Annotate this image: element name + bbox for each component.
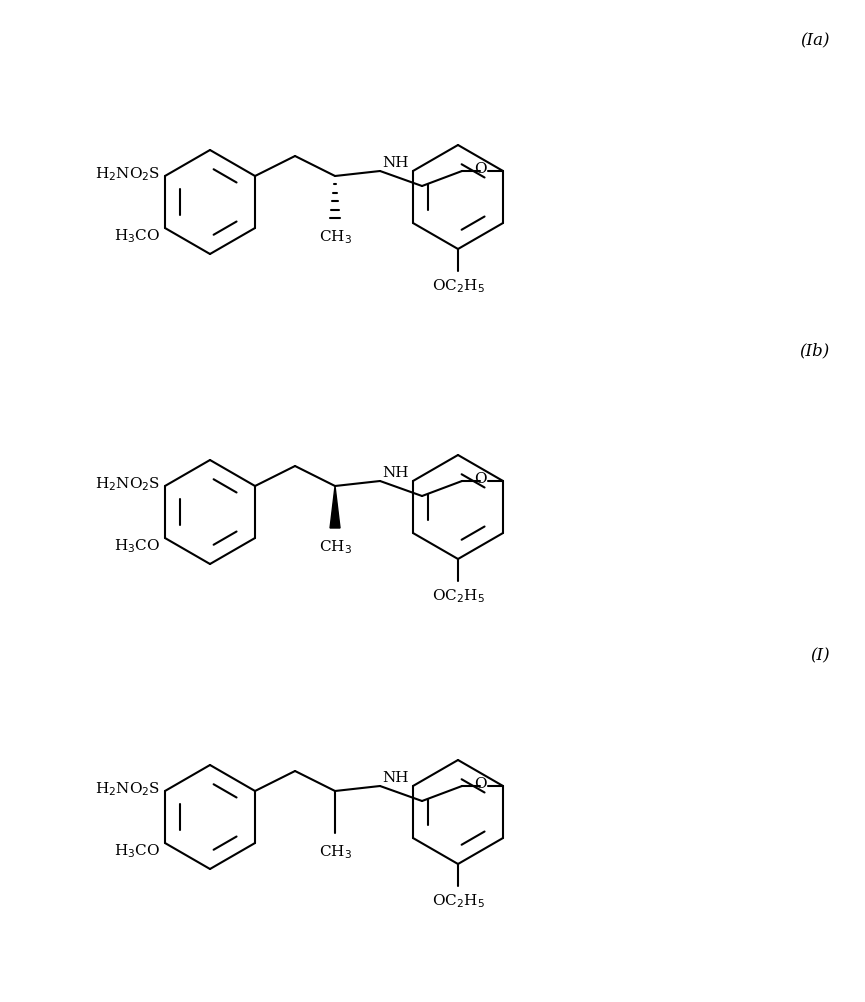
Text: O: O — [474, 162, 486, 176]
Text: H$_3$CO: H$_3$CO — [114, 227, 160, 244]
Text: H$_3$CO: H$_3$CO — [114, 842, 160, 860]
Text: CH$_3$: CH$_3$ — [318, 228, 351, 245]
Text: CH$_3$: CH$_3$ — [318, 538, 351, 556]
Text: H$_3$CO: H$_3$CO — [114, 537, 160, 555]
Text: OC$_2$H$_5$: OC$_2$H$_5$ — [432, 277, 484, 295]
Text: NH: NH — [382, 156, 408, 170]
Text: H$_2$NO$_2$S: H$_2$NO$_2$S — [95, 475, 160, 493]
Text: H$_2$NO$_2$S: H$_2$NO$_2$S — [95, 165, 160, 182]
Text: O: O — [474, 777, 486, 791]
Text: NH: NH — [382, 771, 408, 785]
Text: H$_2$NO$_2$S: H$_2$NO$_2$S — [95, 781, 160, 798]
Text: OC$_2$H$_5$: OC$_2$H$_5$ — [432, 587, 484, 604]
Text: (I): (I) — [811, 647, 830, 664]
Text: O: O — [474, 472, 486, 486]
Text: CH$_3$: CH$_3$ — [318, 843, 351, 861]
Text: NH: NH — [382, 466, 408, 480]
Text: (Ib): (Ib) — [800, 342, 830, 359]
Polygon shape — [330, 486, 340, 528]
Text: OC$_2$H$_5$: OC$_2$H$_5$ — [432, 892, 484, 910]
Text: (Ia): (Ia) — [800, 32, 830, 49]
